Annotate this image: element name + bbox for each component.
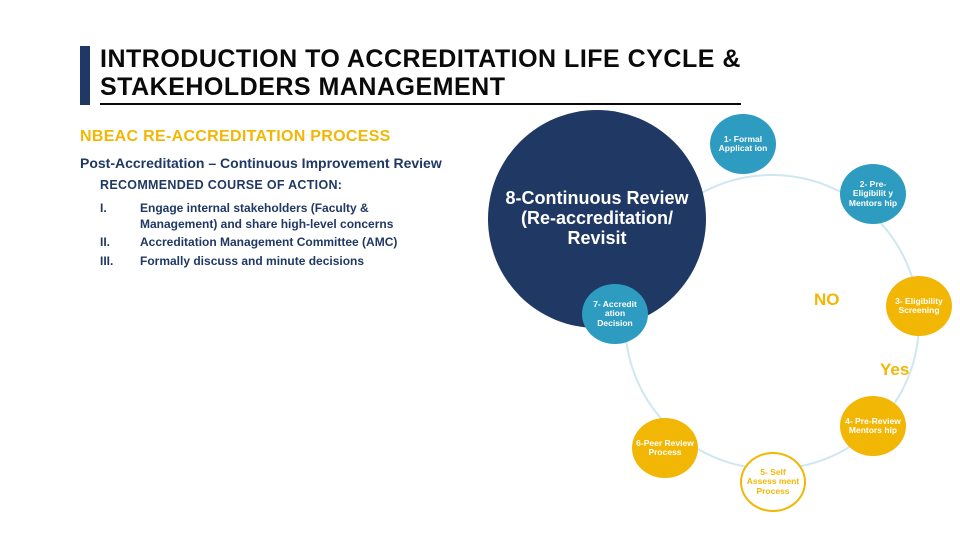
cycle-node-7-accreditation-decision: 7- Accredit ation Decision xyxy=(582,284,648,344)
cycle-node-2-pre-eligibility-mentorship: 2- Pre-Eligibilit y Mentors hip xyxy=(840,164,906,224)
cycle-node-label: 4- Pre-Review Mentors hip xyxy=(840,413,906,440)
list-item-number: I. xyxy=(100,200,126,232)
title-line-1: INTRODUCTION TO ACCREDITATION LIFE CYCLE… xyxy=(100,45,741,73)
section-title: NBEAC RE-ACCREDITATION PROCESS xyxy=(80,128,391,146)
cycle-node-label: 6-Peer Review Process xyxy=(632,435,698,462)
slide: INTRODUCTION TO ACCREDITATION LIFE CYCLE… xyxy=(0,0,960,540)
list-item-text: Accreditation Management Committee (AMC) xyxy=(140,234,397,250)
cycle-node-label: 7- Accredit ation Decision xyxy=(582,296,648,332)
title-line-2: STAKEHOLDERS MANAGEMENT xyxy=(100,73,505,101)
cycle-node-label: 5- Self Assess ment Process xyxy=(742,464,804,500)
branch-label-no: NO xyxy=(814,290,840,310)
cycle-node-5-self-assessment-process: 5- Self Assess ment Process xyxy=(740,452,806,512)
cycle-node-label: 1- Formal Applicat ion xyxy=(710,131,776,158)
cycle-node-3-eligibility-screening: 3- Eligibility Screening xyxy=(886,276,952,336)
list-item: I. Engage internal stakeholders (Faculty… xyxy=(100,200,435,232)
cycle-node-4-pre-review-mentorship: 4- Pre-Review Mentors hip xyxy=(840,396,906,456)
list-item-number: III. xyxy=(100,253,126,269)
list-item: III. Formally discuss and minute decisio… xyxy=(100,253,435,269)
page-title-block: INTRODUCTION TO ACCREDITATION LIFE CYCLE… xyxy=(80,46,741,105)
branch-label-yes: Yes xyxy=(880,360,909,380)
cycle-node-label: 3- Eligibility Screening xyxy=(886,293,952,320)
cycle-node-label: 8-Continuous Review (Re-accreditation/ R… xyxy=(488,185,706,252)
list-item-number: II. xyxy=(100,234,126,250)
cycle-node-6-peer-review-process: 6-Peer Review Process xyxy=(632,418,698,478)
cycle-node-1-formal-application: 1- Formal Applicat ion xyxy=(710,114,776,174)
list-item-text: Engage internal stakeholders (Faculty & … xyxy=(140,200,435,232)
action-list: I. Engage internal stakeholders (Faculty… xyxy=(100,200,435,271)
recommended-heading: RECOMMENDED COURSE OF ACTION: xyxy=(100,178,342,192)
cycle-node-label: 2- Pre-Eligibilit y Mentors hip xyxy=(840,176,906,212)
list-item: II. Accreditation Management Committee (… xyxy=(100,234,435,250)
subsection-title: Post-Accreditation – Continuous Improvem… xyxy=(80,155,442,171)
list-item-text: Formally discuss and minute decisions xyxy=(140,253,364,269)
page-title: INTRODUCTION TO ACCREDITATION LIFE CYCLE… xyxy=(100,46,741,105)
